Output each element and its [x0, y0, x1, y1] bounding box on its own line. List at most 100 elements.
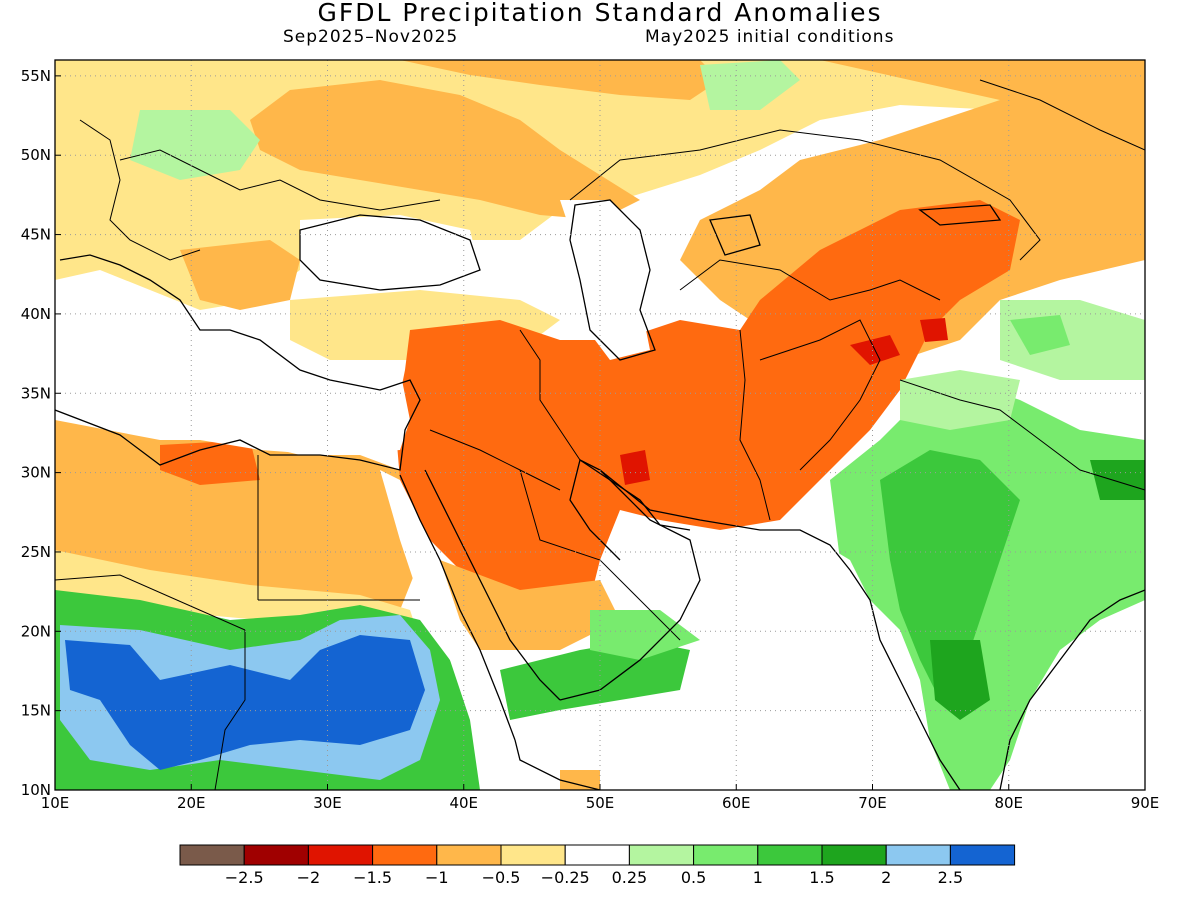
- colorbar: −2.5 −2 −1.5 −1 −0.5 −0.25 0.25 0.5 1 1.5 2 2.5: [179, 844, 1016, 887]
- gridlines: [55, 60, 1145, 790]
- anomaly-region-tibet-red: [920, 318, 948, 342]
- coastline-mediterranean: [55, 254, 421, 471]
- coastline-arabia: [559, 459, 701, 701]
- anomaly-region-libya-dark: [160, 440, 260, 485]
- anomaly-region-green-east-2: [1010, 315, 1070, 355]
- coastline-red-sea: [399, 469, 561, 741]
- colorbar-label: −2: [297, 868, 321, 887]
- anomaly-region-sahara: [55, 420, 420, 610]
- colorbar-label: −0.5: [482, 868, 521, 887]
- anomaly-region-north-orange-2: [400, 60, 720, 100]
- initial-conditions: May2025 initial conditions: [645, 27, 895, 47]
- colorbar-label: 0.25: [612, 868, 648, 887]
- anomaly-region-med-neutral: [55, 360, 410, 455]
- coastline-india: [849, 569, 1145, 790]
- border-central-asia: [679, 259, 941, 301]
- coastline-balkhash: [918, 204, 1002, 226]
- lat-tick-label: 20N: [21, 622, 51, 640]
- lat-tick-label: 55N: [21, 67, 51, 85]
- lon-tick-label: 50E: [586, 794, 615, 812]
- axis-ticks: 10E 20E 30E 40E 50E 60E 70E 80E 90E 10N 15N 20N 25N 3…: [21, 67, 1160, 812]
- coastline-iran-pakistan: [599, 469, 851, 571]
- anomaly-region-yemen-light: [590, 610, 700, 660]
- lon-tick-label: 90E: [1131, 794, 1160, 812]
- colorbar-swatch: [628, 844, 695, 866]
- coastline-persian-gulf: [579, 459, 691, 531]
- colorbar-label: 1: [753, 868, 763, 887]
- colorbar-swatch: [243, 844, 309, 866]
- coastline-aral: [709, 214, 761, 256]
- colorbar-swatch: [500, 844, 566, 866]
- colorbar-label: −1.5: [353, 868, 392, 887]
- lat-tick-label: 25N: [21, 543, 51, 561]
- colorbar-swatch: [307, 844, 374, 866]
- anomaly-region-balkans: [180, 240, 300, 310]
- colorbar-swatch: [436, 844, 502, 866]
- coastlines: [55, 199, 1145, 790]
- border-chad-sudan: [214, 630, 246, 790]
- colorbar-swatch: [885, 844, 951, 866]
- map-title: GFDL Precipitation Standard Anomalies: [317, 0, 883, 27]
- anomaly-region-middle-east: [395, 200, 1020, 600]
- lon-tick-label: 20E: [177, 794, 206, 812]
- lat-tick-label: 45N: [21, 226, 51, 244]
- anomaly-region-arabia-yellow: [440, 560, 620, 650]
- lon-tick-label: 70E: [858, 794, 887, 812]
- colorbar-swatch: [757, 844, 823, 866]
- lon-tick-label: 40E: [449, 794, 478, 812]
- anomaly-region-sahel-blue: [65, 635, 425, 770]
- colorbar-swatch: [949, 844, 1016, 866]
- lat-tick-label: 35N: [21, 384, 51, 402]
- colorbar-swatch: [564, 844, 630, 866]
- border-iraq-iran: [519, 329, 581, 461]
- border-europe-east: [119, 149, 441, 211]
- colorbar-swatch: [179, 844, 245, 866]
- colorbar-swatch: [821, 844, 887, 866]
- border-china-india: [899, 379, 1145, 491]
- colorbar-label: −0.25: [541, 868, 590, 887]
- coastline-black-sea: [299, 214, 481, 291]
- colorbar-label: 2.5: [938, 868, 963, 887]
- anomaly-region-redsea-neutral: [380, 470, 510, 720]
- anomaly-region-green-north: [130, 110, 260, 180]
- colorbar-label: −1: [425, 868, 449, 887]
- anomaly-region-india-dark: [930, 640, 990, 720]
- anomaly-fields: [55, 60, 1145, 790]
- lon-tick-label: 10E: [41, 794, 70, 812]
- colorbar-label: 1.5: [809, 868, 834, 887]
- forecast-period: Sep2025–Nov2025: [283, 27, 459, 47]
- colorbar-swatch: [693, 844, 759, 866]
- colorbar-swatch: [372, 844, 438, 866]
- anomaly-region-caspian-neutral: [560, 200, 650, 360]
- lat-tick-label: 30N: [21, 464, 51, 482]
- lon-tick-label: 30E: [313, 794, 342, 812]
- country-borders: [55, 79, 1145, 790]
- border-kazakhstan: [569, 129, 1041, 261]
- anomaly-region-iran-red: [620, 450, 650, 485]
- lon-tick-label: 60E: [722, 794, 751, 812]
- anomaly-region-north-orange: [250, 80, 640, 220]
- anomaly-region-bengal-dark: [1090, 460, 1145, 500]
- lat-tick-label: 15N: [21, 702, 51, 720]
- lat-tick-label: 50N: [21, 146, 51, 164]
- anomaly-region-india-green: [880, 450, 1020, 700]
- anomaly-region-green-northeast: [700, 60, 800, 110]
- border-afghanistan-pakistan: [759, 319, 881, 471]
- lat-tick-label: 40N: [21, 305, 51, 323]
- border-niger-chad: [55, 574, 246, 631]
- lat-tick-label: 10N: [21, 781, 51, 799]
- anomaly-region-gulf-aden: [560, 770, 600, 790]
- anomaly-region-arabian-sea-neutral: [600, 530, 930, 790]
- border-russia-mongolia: [979, 79, 1145, 151]
- border-iran-afghanistan: [739, 329, 771, 521]
- border-europe-west: [79, 119, 201, 261]
- colorbar-label: 2: [881, 868, 891, 887]
- anomaly-region-horn-green: [500, 640, 690, 720]
- colorbar-label: 0.5: [681, 868, 706, 887]
- anomaly-region-blacksea-neutral: [300, 215, 480, 285]
- colorbar-label: −2.5: [225, 868, 264, 887]
- coastline-africa-horn: [514, 739, 601, 790]
- coastline-caspian: [569, 199, 656, 361]
- lon-tick-label: 80E: [994, 794, 1023, 812]
